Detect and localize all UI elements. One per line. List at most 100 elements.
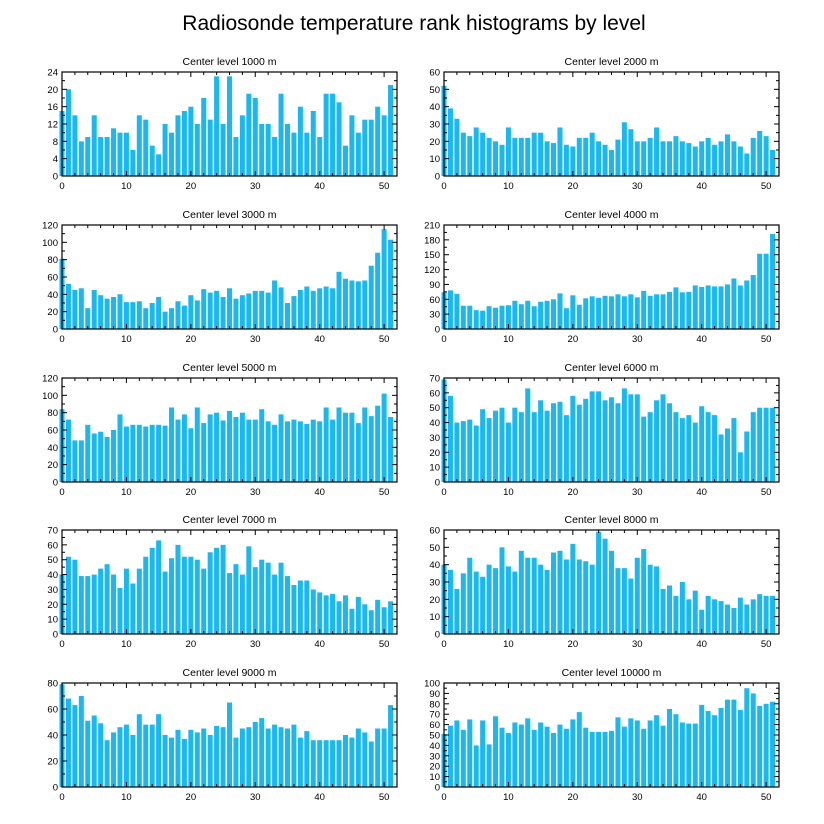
bar bbox=[310, 589, 316, 634]
bar bbox=[78, 288, 84, 329]
bar bbox=[518, 724, 524, 787]
bar bbox=[207, 119, 213, 176]
bar bbox=[136, 714, 142, 787]
x-tick-label: 20 bbox=[568, 334, 579, 345]
bar bbox=[493, 716, 499, 787]
bar bbox=[284, 421, 290, 482]
bar bbox=[596, 141, 602, 176]
bar bbox=[679, 582, 685, 634]
bar bbox=[169, 308, 175, 329]
y-tick-label: 60 bbox=[47, 705, 58, 716]
bar bbox=[85, 576, 91, 634]
bar bbox=[355, 132, 361, 176]
bar bbox=[654, 715, 660, 787]
bar bbox=[188, 295, 194, 329]
bar bbox=[705, 595, 711, 634]
bar bbox=[493, 410, 499, 482]
x-tick-label: 10 bbox=[121, 639, 132, 650]
bar bbox=[628, 578, 634, 634]
bar bbox=[692, 590, 698, 634]
bar bbox=[323, 407, 329, 482]
bar bbox=[323, 286, 329, 329]
bar bbox=[265, 562, 271, 634]
bar bbox=[480, 576, 486, 634]
bar bbox=[724, 428, 730, 482]
bar bbox=[65, 283, 71, 329]
y-tick-label: 70 bbox=[429, 710, 440, 721]
bar bbox=[72, 290, 78, 329]
bar bbox=[692, 723, 698, 787]
bar bbox=[770, 407, 776, 482]
bar bbox=[207, 552, 213, 634]
bar bbox=[531, 412, 537, 482]
bar bbox=[91, 290, 97, 329]
panel-title: Center level 8000 m bbox=[565, 514, 659, 526]
x-tick-label: 40 bbox=[696, 639, 707, 650]
chart-panel-10: Center level 10000 m01020304050607080901… bbox=[424, 667, 780, 803]
bar bbox=[368, 741, 374, 787]
x-tick-label: 0 bbox=[441, 334, 446, 345]
bar bbox=[65, 89, 71, 176]
bar bbox=[278, 562, 284, 634]
bars bbox=[59, 229, 394, 329]
bar bbox=[621, 568, 627, 634]
bar bbox=[381, 393, 387, 482]
bar bbox=[608, 550, 615, 634]
bar bbox=[304, 132, 310, 176]
y-tick-label: 0 bbox=[435, 783, 440, 794]
chart-panel-3: Center level 3000 m 0 20 40 60 80 100 120 0 10 20 3… bbox=[42, 209, 398, 345]
bar bbox=[117, 587, 123, 634]
bar bbox=[162, 571, 168, 634]
y-tick-label: 0 bbox=[53, 630, 58, 641]
bar bbox=[188, 556, 194, 634]
bar bbox=[660, 588, 666, 634]
bar bbox=[85, 308, 91, 329]
panel-title: Center level 4000 m bbox=[565, 209, 659, 221]
bar bbox=[486, 137, 492, 176]
y-tick-label: 50 bbox=[429, 403, 440, 414]
bar bbox=[647, 137, 653, 176]
bar bbox=[621, 296, 627, 329]
bar bbox=[724, 284, 730, 329]
bar bbox=[98, 431, 104, 482]
bar bbox=[220, 124, 226, 176]
y-tick-label: 60 bbox=[429, 720, 440, 731]
chart-panel-1: Center level 1000 m 0 4 8 12 16 20 24 0 10 20 30 40 5… bbox=[47, 56, 398, 192]
bar bbox=[686, 291, 692, 329]
bar bbox=[336, 740, 342, 787]
bar bbox=[486, 564, 492, 634]
bar bbox=[570, 146, 576, 176]
bar bbox=[91, 715, 97, 787]
bar bbox=[538, 400, 544, 482]
bar bbox=[750, 693, 756, 787]
x-tick-label: 10 bbox=[121, 181, 132, 192]
bar bbox=[531, 306, 537, 329]
bar bbox=[705, 285, 711, 329]
bar bbox=[666, 709, 672, 787]
bar bbox=[576, 404, 582, 482]
bar bbox=[355, 728, 361, 787]
bar bbox=[78, 440, 84, 482]
bar bbox=[304, 423, 310, 482]
y-tick-label: 4 bbox=[53, 154, 58, 165]
y-tick-label: 16 bbox=[47, 102, 58, 113]
bar bbox=[666, 291, 672, 329]
bar bbox=[666, 403, 672, 482]
bar bbox=[117, 132, 123, 176]
bar bbox=[570, 719, 576, 787]
x-tick-label: 40 bbox=[696, 181, 707, 192]
bar bbox=[505, 305, 511, 329]
bar bbox=[72, 115, 78, 176]
bar bbox=[654, 566, 660, 634]
bar bbox=[750, 412, 756, 482]
bar bbox=[117, 414, 123, 482]
bar bbox=[454, 588, 460, 634]
bar bbox=[194, 407, 200, 482]
bar bbox=[265, 728, 271, 787]
bar bbox=[602, 538, 608, 634]
bar bbox=[330, 93, 336, 176]
bar bbox=[181, 556, 187, 634]
bar bbox=[563, 559, 569, 634]
bar bbox=[91, 115, 97, 176]
bar bbox=[226, 76, 233, 176]
